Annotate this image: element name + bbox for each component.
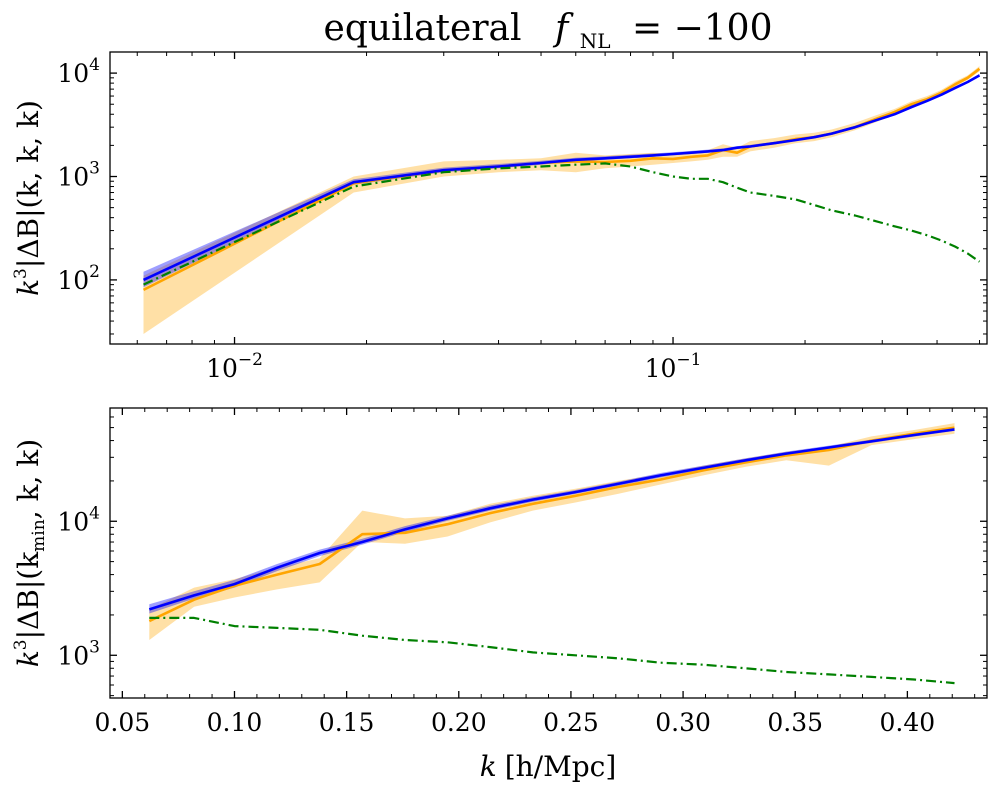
bottom-xlabel: k [h/Mpc] xyxy=(480,750,617,783)
x-tick-label: 0.05 xyxy=(95,708,151,737)
series-line-tree-level xyxy=(149,616,955,685)
series-line-measured xyxy=(142,67,981,292)
title-equals: = −100 xyxy=(632,8,772,49)
top-bands xyxy=(143,66,980,334)
title-prefix: equilateral xyxy=(324,8,522,49)
top-panel: 10−2 10−1 102 103 104 k3|ΔB|(k, k, k) xyxy=(11,51,988,383)
top-ticks: 10−2 10−1 102 103 104 xyxy=(57,52,987,383)
bottom-panel: 0.05 0.10 0.15 0.20 0.25 0.30 0.35 0.40 103 104 k… xyxy=(11,407,988,783)
x-tick-label: 0.35 xyxy=(767,708,823,737)
x-tick-label: 0.15 xyxy=(319,708,375,737)
title-sub: NL xyxy=(580,29,611,53)
bottom-axes-frame xyxy=(109,407,988,699)
x-tick-label: 0.25 xyxy=(543,708,599,737)
x-tick-label: 0.20 xyxy=(431,708,487,737)
series-line-model xyxy=(142,74,981,282)
band-measured xyxy=(149,423,955,640)
x-tick-label: 0.40 xyxy=(880,708,936,737)
y-tick-label: 103 xyxy=(57,159,100,192)
bottom-lines xyxy=(148,426,955,685)
title-f: f xyxy=(552,8,574,49)
top-lines xyxy=(142,67,981,292)
x-tick-label: 10−1 xyxy=(645,350,702,383)
bottom-ticks: 0.05 0.10 0.15 0.20 0.25 0.30 0.35 0.40 103 104 xyxy=(57,408,987,737)
x-tick-label: 0.30 xyxy=(655,708,711,737)
top-ylabel: k3|ΔB|(k, k, k) xyxy=(11,100,45,296)
figure-title: equilateral f NL = −100 xyxy=(324,8,773,57)
series-line-tree-level xyxy=(143,162,981,286)
bottom-ylabel: k3|ΔB|(kmin, k, k) xyxy=(11,439,49,667)
series-line-measured xyxy=(148,426,955,623)
bottom-bands xyxy=(149,423,955,640)
x-tick-label: 0.10 xyxy=(207,708,263,737)
series-line-model xyxy=(148,428,955,611)
y-tick-label: 102 xyxy=(57,262,100,295)
y-tick-label: 103 xyxy=(57,637,100,670)
band-measured xyxy=(143,66,980,334)
band-model xyxy=(143,74,980,288)
y-tick-label: 104 xyxy=(57,55,100,88)
top-axes-frame xyxy=(109,51,988,345)
y-tick-label: 104 xyxy=(57,503,100,536)
x-tick-label: 10−2 xyxy=(206,350,263,383)
